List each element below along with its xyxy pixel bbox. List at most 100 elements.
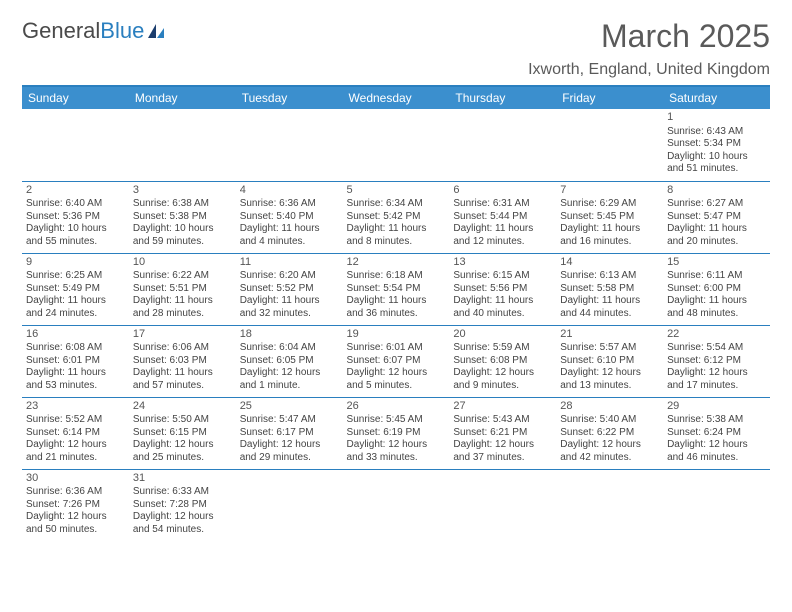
header: GeneralBlue March 2025 Ixworth, England,… bbox=[22, 18, 770, 79]
day-number: 26 bbox=[347, 400, 446, 414]
daylight-text: Daylight: 11 hours and 24 minutes. bbox=[26, 295, 125, 320]
day-number: 22 bbox=[667, 328, 766, 342]
daylight-text: Daylight: 11 hours and 28 minutes. bbox=[133, 295, 232, 320]
daylight-text: Daylight: 12 hours and 29 minutes. bbox=[240, 439, 339, 464]
sunset-text: Sunset: 6:19 PM bbox=[347, 427, 446, 440]
sunrise-text: Sunrise: 5:43 AM bbox=[453, 414, 552, 427]
sunset-text: Sunset: 6:03 PM bbox=[133, 355, 232, 368]
sunset-text: Sunset: 6:15 PM bbox=[133, 427, 232, 440]
daylight-text: Daylight: 11 hours and 36 minutes. bbox=[347, 295, 446, 320]
day-number: 11 bbox=[240, 256, 339, 270]
sunset-text: Sunset: 6:08 PM bbox=[453, 355, 552, 368]
sunrise-text: Sunrise: 6:04 AM bbox=[240, 342, 339, 355]
daylight-text: Daylight: 10 hours and 51 minutes. bbox=[667, 151, 766, 176]
calendar-cell: 4Sunrise: 6:36 AMSunset: 5:40 PMDaylight… bbox=[236, 181, 343, 253]
logo: GeneralBlue bbox=[22, 18, 166, 44]
calendar-cell: 5Sunrise: 6:34 AMSunset: 5:42 PMDaylight… bbox=[343, 181, 450, 253]
month-title: March 2025 bbox=[528, 18, 770, 55]
calendar-cell-empty bbox=[22, 109, 129, 181]
day-number: 23 bbox=[26, 400, 125, 414]
calendar-week: 2Sunrise: 6:40 AMSunset: 5:36 PMDaylight… bbox=[22, 181, 770, 253]
sunrise-text: Sunrise: 5:50 AM bbox=[133, 414, 232, 427]
day-number: 19 bbox=[347, 328, 446, 342]
day-number: 1 bbox=[667, 111, 766, 125]
sunrise-text: Sunrise: 5:59 AM bbox=[453, 342, 552, 355]
day-number: 28 bbox=[560, 400, 659, 414]
daylight-text: Daylight: 12 hours and 33 minutes. bbox=[347, 439, 446, 464]
calendar-week: 1Sunrise: 6:43 AMSunset: 5:34 PMDaylight… bbox=[22, 109, 770, 181]
calendar-cell: 2Sunrise: 6:40 AMSunset: 5:36 PMDaylight… bbox=[22, 181, 129, 253]
calendar-cell-empty bbox=[236, 469, 343, 541]
day-number: 2 bbox=[26, 184, 125, 198]
sunset-text: Sunset: 6:21 PM bbox=[453, 427, 552, 440]
calendar-cell: 27Sunrise: 5:43 AMSunset: 6:21 PMDayligh… bbox=[449, 397, 556, 469]
sunrise-text: Sunrise: 6:25 AM bbox=[26, 270, 125, 283]
calendar-cell: 31Sunrise: 6:33 AMSunset: 7:28 PMDayligh… bbox=[129, 469, 236, 541]
sunset-text: Sunset: 5:45 PM bbox=[560, 211, 659, 224]
calendar-cell: 18Sunrise: 6:04 AMSunset: 6:05 PMDayligh… bbox=[236, 325, 343, 397]
day-number: 12 bbox=[347, 256, 446, 270]
calendar-cell: 28Sunrise: 5:40 AMSunset: 6:22 PMDayligh… bbox=[556, 397, 663, 469]
daylight-text: Daylight: 11 hours and 53 minutes. bbox=[26, 367, 125, 392]
daylight-text: Daylight: 11 hours and 4 minutes. bbox=[240, 223, 339, 248]
sunrise-text: Sunrise: 6:22 AM bbox=[133, 270, 232, 283]
logo-sail-icon bbox=[146, 22, 166, 40]
daylight-text: Daylight: 12 hours and 46 minutes. bbox=[667, 439, 766, 464]
daylight-text: Daylight: 12 hours and 42 minutes. bbox=[560, 439, 659, 464]
sunset-text: Sunset: 5:54 PM bbox=[347, 283, 446, 296]
day-number: 5 bbox=[347, 184, 446, 198]
daylight-text: Daylight: 12 hours and 25 minutes. bbox=[133, 439, 232, 464]
calendar-cell: 14Sunrise: 6:13 AMSunset: 5:58 PMDayligh… bbox=[556, 253, 663, 325]
day-number: 9 bbox=[26, 256, 125, 270]
day-number: 4 bbox=[240, 184, 339, 198]
calendar-cell: 1Sunrise: 6:43 AMSunset: 5:34 PMDaylight… bbox=[663, 109, 770, 181]
day-number: 27 bbox=[453, 400, 552, 414]
sunrise-text: Sunrise: 5:38 AM bbox=[667, 414, 766, 427]
sunset-text: Sunset: 6:07 PM bbox=[347, 355, 446, 368]
day-number: 3 bbox=[133, 184, 232, 198]
sunrise-text: Sunrise: 6:34 AM bbox=[347, 198, 446, 211]
sunrise-text: Sunrise: 6:01 AM bbox=[347, 342, 446, 355]
sunrise-text: Sunrise: 6:38 AM bbox=[133, 198, 232, 211]
calendar-week: 16Sunrise: 6:08 AMSunset: 6:01 PMDayligh… bbox=[22, 325, 770, 397]
sunrise-text: Sunrise: 6:08 AM bbox=[26, 342, 125, 355]
sunset-text: Sunset: 5:42 PM bbox=[347, 211, 446, 224]
day-header: Monday bbox=[129, 87, 236, 109]
day-header: Sunday bbox=[22, 87, 129, 109]
calendar-cell: 9Sunrise: 6:25 AMSunset: 5:49 PMDaylight… bbox=[22, 253, 129, 325]
sunset-text: Sunset: 5:38 PM bbox=[133, 211, 232, 224]
calendar-cell: 3Sunrise: 6:38 AMSunset: 5:38 PMDaylight… bbox=[129, 181, 236, 253]
calendar-cell: 8Sunrise: 6:27 AMSunset: 5:47 PMDaylight… bbox=[663, 181, 770, 253]
sunrise-text: Sunrise: 6:31 AM bbox=[453, 198, 552, 211]
day-number: 31 bbox=[133, 472, 232, 486]
sunset-text: Sunset: 5:34 PM bbox=[667, 138, 766, 151]
day-number: 29 bbox=[667, 400, 766, 414]
calendar-cell: 7Sunrise: 6:29 AMSunset: 5:45 PMDaylight… bbox=[556, 181, 663, 253]
sunset-text: Sunset: 5:52 PM bbox=[240, 283, 339, 296]
day-number: 24 bbox=[133, 400, 232, 414]
sunrise-text: Sunrise: 6:29 AM bbox=[560, 198, 659, 211]
day-header: Wednesday bbox=[343, 87, 450, 109]
calendar-cell: 13Sunrise: 6:15 AMSunset: 5:56 PMDayligh… bbox=[449, 253, 556, 325]
calendar-cell: 12Sunrise: 6:18 AMSunset: 5:54 PMDayligh… bbox=[343, 253, 450, 325]
sunset-text: Sunset: 5:40 PM bbox=[240, 211, 339, 224]
calendar-cell-empty bbox=[236, 109, 343, 181]
day-header: Tuesday bbox=[236, 87, 343, 109]
daylight-text: Daylight: 11 hours and 48 minutes. bbox=[667, 295, 766, 320]
sunrise-text: Sunrise: 5:45 AM bbox=[347, 414, 446, 427]
calendar-cell: 6Sunrise: 6:31 AMSunset: 5:44 PMDaylight… bbox=[449, 181, 556, 253]
calendar-body: 1Sunrise: 6:43 AMSunset: 5:34 PMDaylight… bbox=[22, 109, 770, 541]
daylight-text: Daylight: 12 hours and 5 minutes. bbox=[347, 367, 446, 392]
calendar-cell-empty bbox=[556, 469, 663, 541]
sunset-text: Sunset: 6:24 PM bbox=[667, 427, 766, 440]
day-number: 20 bbox=[453, 328, 552, 342]
calendar-cell: 26Sunrise: 5:45 AMSunset: 6:19 PMDayligh… bbox=[343, 397, 450, 469]
calendar-week: 9Sunrise: 6:25 AMSunset: 5:49 PMDaylight… bbox=[22, 253, 770, 325]
sunset-text: Sunset: 6:17 PM bbox=[240, 427, 339, 440]
sunrise-text: Sunrise: 6:20 AM bbox=[240, 270, 339, 283]
daylight-text: Daylight: 11 hours and 20 minutes. bbox=[667, 223, 766, 248]
calendar-cell: 11Sunrise: 6:20 AMSunset: 5:52 PMDayligh… bbox=[236, 253, 343, 325]
day-number: 14 bbox=[560, 256, 659, 270]
calendar-cell: 19Sunrise: 6:01 AMSunset: 6:07 PMDayligh… bbox=[343, 325, 450, 397]
sunset-text: Sunset: 5:58 PM bbox=[560, 283, 659, 296]
